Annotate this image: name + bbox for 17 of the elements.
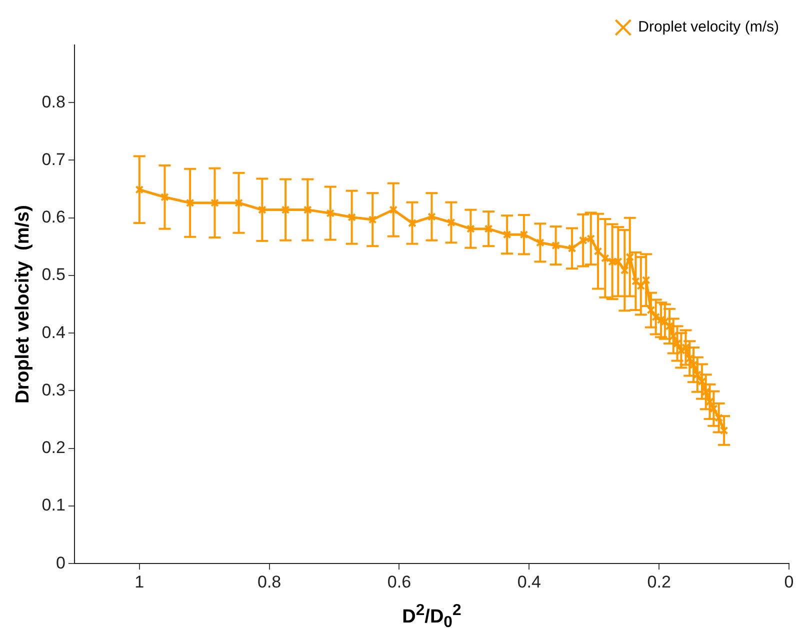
y-tick-label: 0.3 <box>42 380 66 400</box>
y-tick-label: 0.5 <box>42 265 66 284</box>
y-axis-title: Droplet velocity (m/s) <box>12 205 34 404</box>
y-tick-label: 0.7 <box>42 150 66 169</box>
x-tick-label: 0 <box>784 572 794 592</box>
y-tick-label: 0.6 <box>42 208 66 227</box>
legend-label: Droplet velocity (m/s) <box>638 18 780 36</box>
x-tick-label: 0.4 <box>517 572 541 592</box>
y-tick-label: 0 <box>56 553 66 572</box>
x-tick-label: 1 <box>134 572 144 592</box>
x-tick-label: 0.6 <box>387 572 412 592</box>
x-tick-label: 0.2 <box>647 572 671 592</box>
y-tick-label: 0.4 <box>42 322 66 342</box>
y-tick-label: 0.2 <box>42 438 66 458</box>
x-tick-label: 0.8 <box>257 572 282 592</box>
y-tick-label: 0.1 <box>42 496 66 515</box>
y-tick-label: 0.8 <box>42 92 66 112</box>
